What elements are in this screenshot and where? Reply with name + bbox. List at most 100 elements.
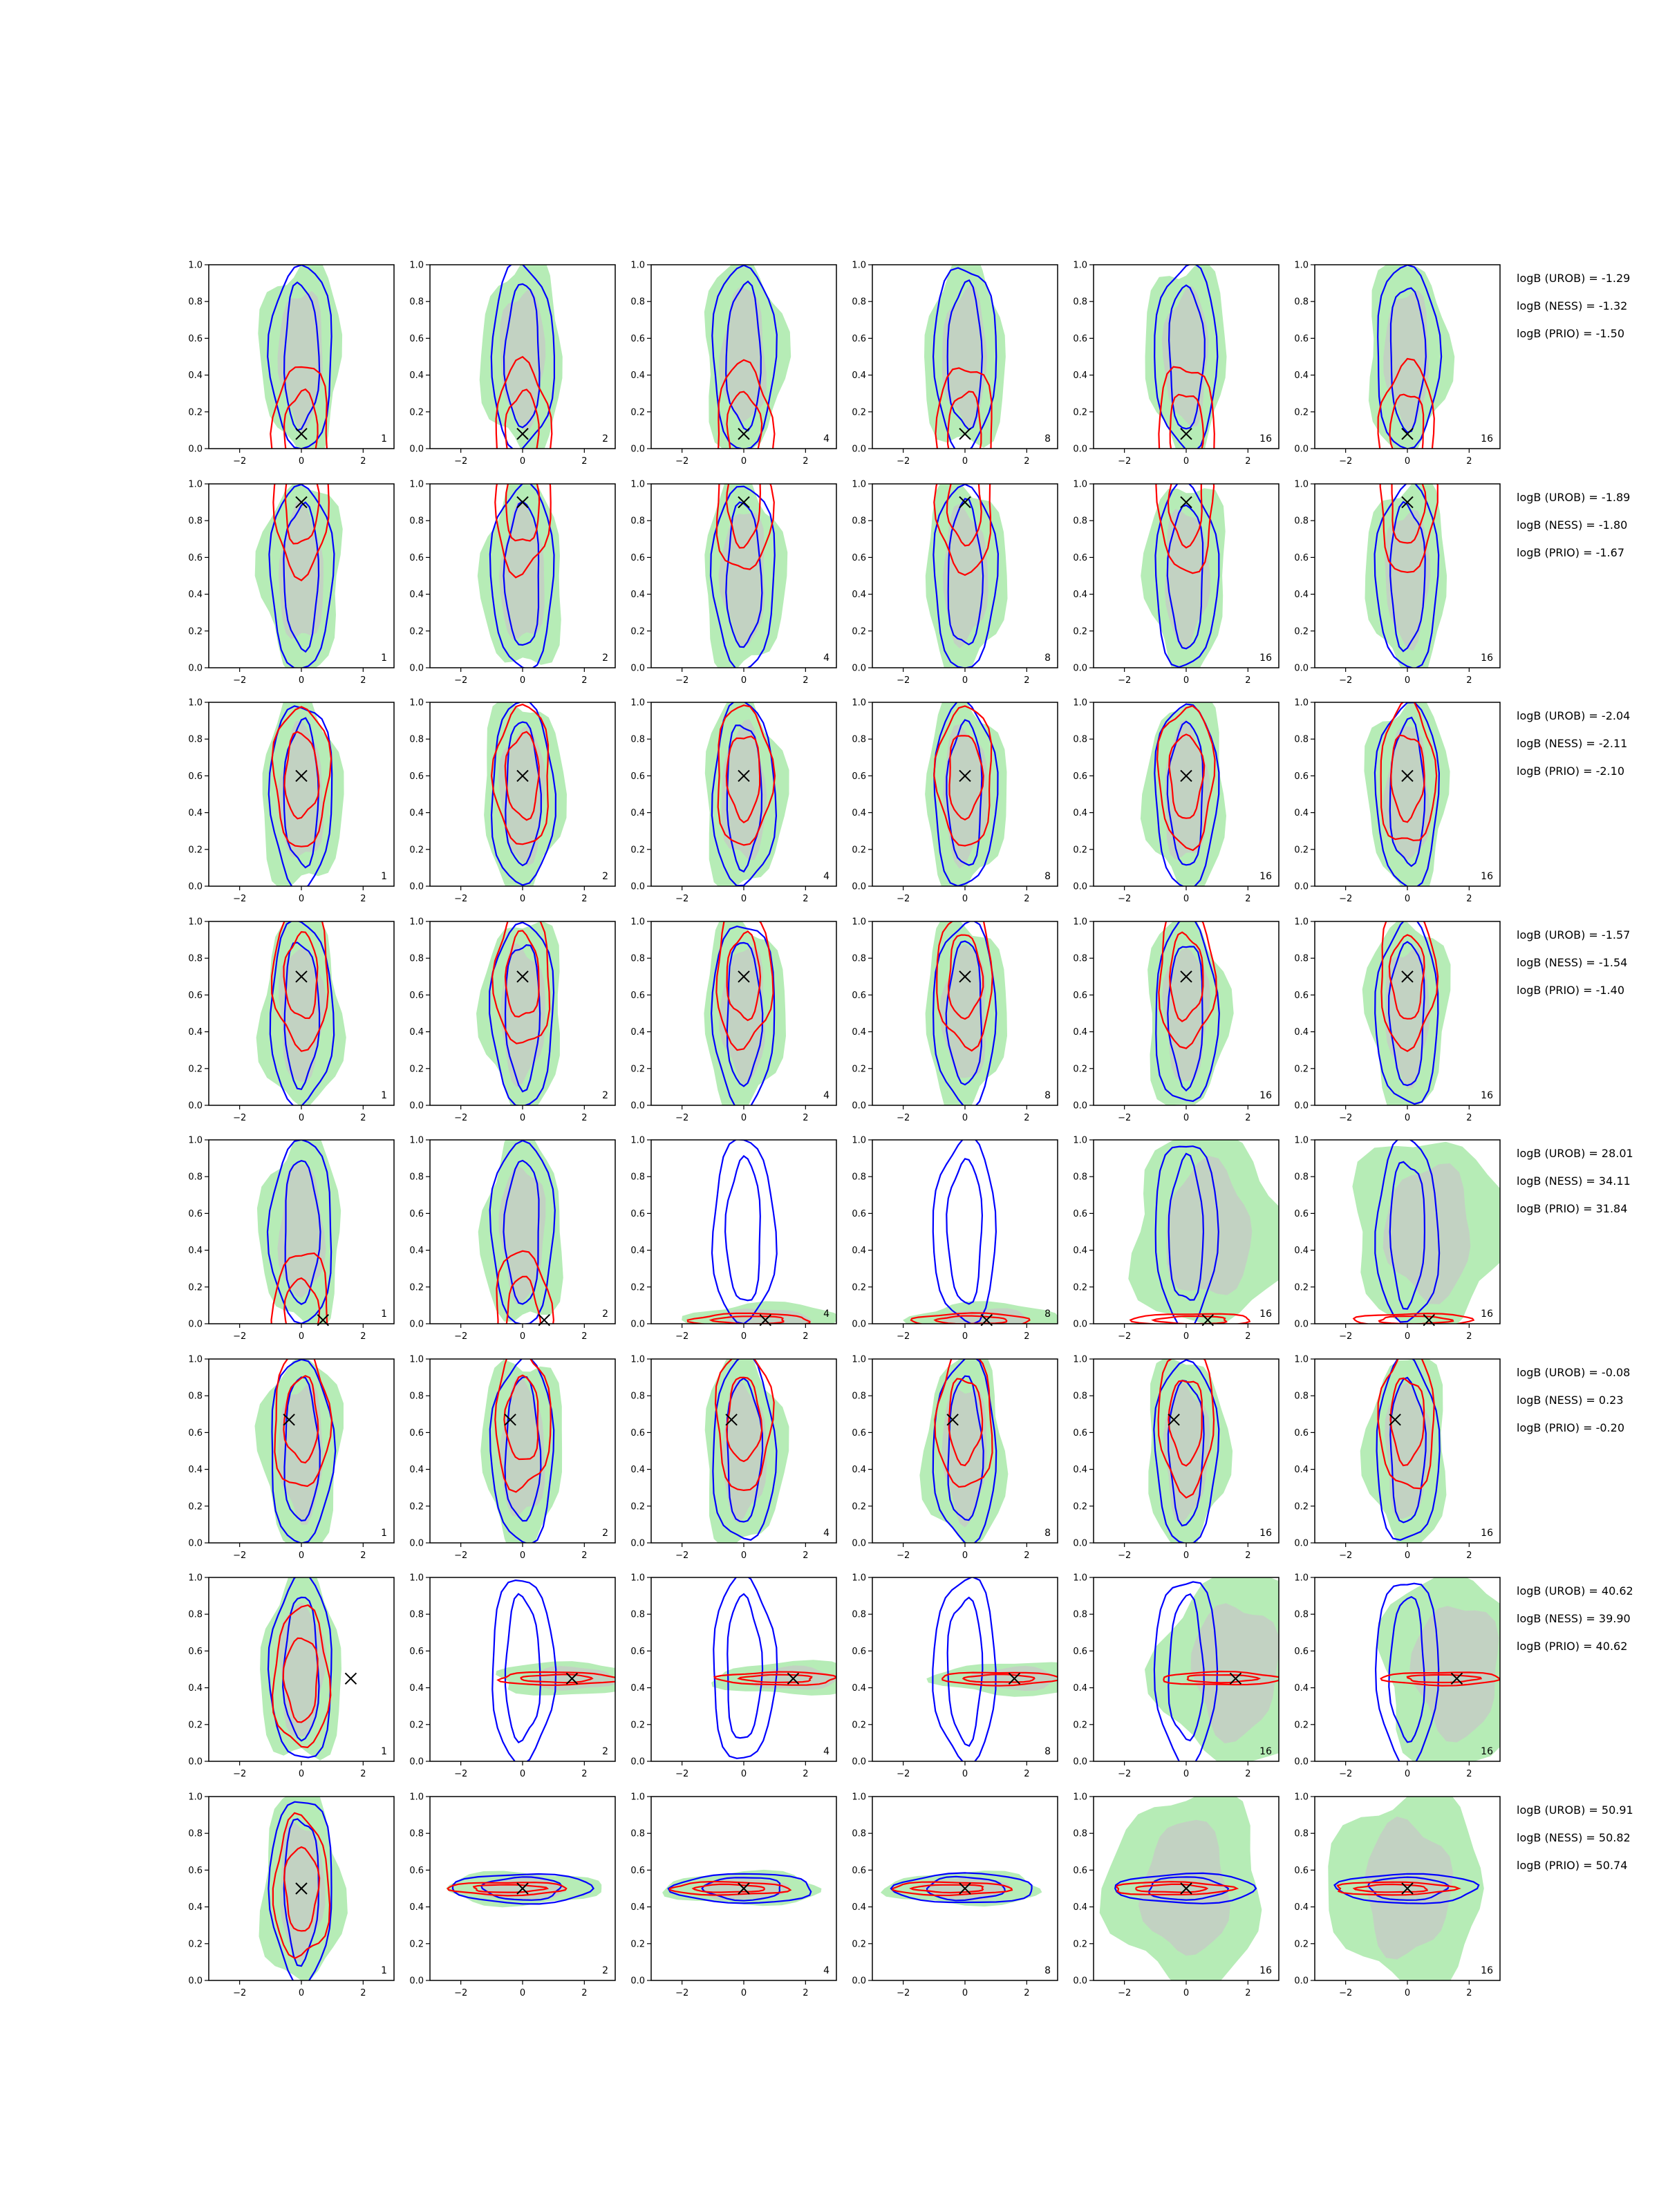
x-tick-label: 0 [1405,1988,1410,1998]
blue-contour-outer [1374,702,1441,886]
x-tick-label: 2 [803,1331,808,1342]
x-tick-label: 0 [520,1769,525,1779]
gray-density-fill [1385,1382,1433,1519]
y-tick-label: 0.2 [188,626,203,637]
blue-contour-outer [1153,1359,1220,1543]
panel-ensemble-label: 1 [381,433,387,444]
red-contour-outer [936,921,993,1052]
y-tick-label: 0.6 [188,1866,203,1876]
y-tick-label: 1.0 [409,1136,424,1146]
y-tick-label: 0.2 [188,1939,203,1949]
y-tick-label: 0.2 [188,845,203,855]
red-contour-outer [1155,484,1215,574]
gray-density-fill [1138,1819,1230,1956]
logb-value: logB (PRIO) = -1.67 [1517,546,1624,559]
blue-contour-inner [1167,946,1203,1092]
y-tick-label: 0.4 [1073,371,1087,381]
logb-value: logB (UROB) = -0.08 [1517,1366,1630,1379]
y-tick-label: 0.4 [409,371,424,381]
blue-contour-outer [1376,1359,1441,1541]
y-tick-label: 0.6 [409,771,424,782]
y-tick-label: 0.2 [409,1501,424,1512]
panel-r5-c6: 0.0 0.2 0.4 0.6 0.8 1.0 −2 0 2 16 [1294,1136,1501,1342]
x-tick-label: −2 [1118,456,1131,467]
x-tick-label: 2 [803,1769,808,1779]
gray-density-fill [1162,947,1211,1082]
blue-contour-inner [1389,1376,1427,1524]
blue-contour-inner [1387,941,1425,1087]
y-tick-label: 0.0 [852,882,866,892]
y-tick-label: 0.8 [852,1610,866,1620]
y-tick-label: 0.8 [630,1610,645,1620]
x-tick-label: 2 [803,675,808,686]
y-tick-label: 1.0 [1073,698,1087,709]
logb-value: logB (UROB) = -2.04 [1517,709,1630,722]
panel-r3-c2: 0.0 0.2 0.4 0.6 0.8 1.0 −2 0 2 2 [409,698,616,904]
panel-contours [476,921,560,1105]
panel-r3-c3: 0.0 0.2 0.4 0.6 0.8 1.0 −2 0 2 4 [630,698,837,904]
logb-value: logB (NESS) = -1.32 [1517,299,1627,312]
red-contour-outer [496,1250,555,1324]
y-tick-label: 0.6 [630,1647,645,1657]
panel-ensemble-label: 16 [1259,1528,1272,1539]
y-tick-label: 0.4 [409,1246,424,1256]
y-tick-label: 0.6 [630,1209,645,1219]
y-tick-label: 1.0 [630,698,645,709]
blue-contour-inner [284,1160,321,1305]
x-tick-label: 2 [581,456,587,467]
panel-r8-c5: 0.0 0.2 0.4 0.6 0.8 1.0 −2 0 2 16 [1073,1792,1280,1998]
blue-contour-outer [712,1359,778,1541]
panel-ensemble-label: 2 [602,1746,608,1757]
blue-contour-inner [1389,716,1426,868]
y-tick-label: 0.6 [409,1866,424,1876]
panel-r5-c2: 0.0 0.2 0.4 0.6 0.8 1.0 −2 0 2 2 [409,1136,616,1342]
y-tick-label: 0.0 [630,1539,645,1549]
x-tick-label: −2 [897,1988,910,1998]
y-tick-label: 0.6 [409,1209,424,1219]
panel-r3-c6: 0.0 0.2 0.4 0.6 0.8 1.0 −2 0 2 16 [1294,698,1501,904]
gray-density-fill [719,288,767,422]
logb-value: logB (NESS) = 39.90 [1517,1612,1631,1625]
x-tick-label: −2 [897,456,910,467]
logb-value: logB (NESS) = 0.23 [1517,1394,1624,1407]
y-tick-label: 1.0 [852,1355,866,1365]
red-contour-outer [1377,1359,1435,1490]
y-tick-label: 1.0 [1294,261,1309,271]
y-tick-label: 0.0 [409,1539,424,1549]
blue-contour-outer [1155,921,1220,1103]
panel-ensemble-label: 16 [1481,1090,1493,1101]
red-contour-outer [714,1359,775,1492]
y-tick-label: 0.6 [1073,1647,1087,1657]
y-tick-label: 0.8 [409,516,424,527]
panel-r8-c3: 0.0 0.2 0.4 0.6 0.8 1.0 −2 0 2 4 [630,1792,837,1998]
red-contour-inner [1390,734,1425,823]
red-contour-outer [933,484,991,577]
panel-contours [477,484,561,668]
x-tick-label: −2 [233,1988,246,1998]
panel-ensemble-label: 2 [602,1090,608,1101]
x-tick-label: −2 [897,1550,910,1561]
x-tick-label: 0 [962,675,968,686]
y-tick-label: 0.6 [630,553,645,563]
gray-density-fill [1165,719,1210,860]
panel-r6-c1: 0.0 0.2 0.4 0.6 0.8 1.0 −2 0 2 1 [188,1355,395,1561]
panel-ensemble-label: 1 [381,653,387,664]
y-tick-label: 0.8 [1073,1829,1087,1839]
x-tick-label: 0 [741,1988,747,1998]
y-tick-label: 1.0 [630,917,645,928]
x-tick-label: 0 [1183,1769,1189,1779]
y-tick-label: 1.0 [1073,917,1087,928]
true-value-marker [959,971,971,983]
y-tick-label: 0.8 [1073,1610,1087,1620]
panel-ensemble-label: 16 [1259,1965,1272,1976]
red-contour-inner [725,484,762,549]
logb-value: logB (NESS) = -1.54 [1517,956,1627,969]
y-tick-label: 0.6 [852,553,866,563]
y-tick-label: 0.0 [630,664,645,674]
panel-ensemble-label: 4 [823,1090,830,1101]
gray-density-fill [941,284,987,430]
y-tick-label: 0.4 [409,1027,424,1038]
y-tick-label: 0.2 [1294,1501,1309,1512]
y-tick-label: 1.0 [630,480,645,490]
y-tick-label: 0.6 [409,334,424,344]
